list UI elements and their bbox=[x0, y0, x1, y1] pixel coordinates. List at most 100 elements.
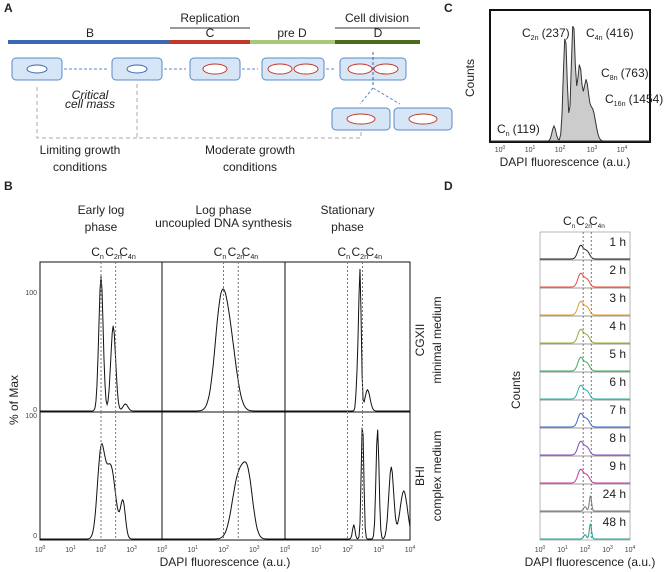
histogram-curve bbox=[540, 440, 630, 456]
peak-label: Cn bbox=[563, 214, 576, 230]
text-part: 3 bbox=[610, 545, 613, 551]
text-part: 10 bbox=[373, 547, 381, 554]
condition: conditions bbox=[53, 160, 107, 174]
column-subtitle: uncoupled DNA synthesis bbox=[155, 216, 292, 230]
text-part: 2n bbox=[585, 223, 593, 230]
text-part: 1 bbox=[533, 145, 536, 151]
peak-label: Cn bbox=[338, 245, 351, 261]
text-part: 10 bbox=[602, 547, 610, 554]
group-label: Replication bbox=[180, 11, 239, 25]
tick-label: 103 bbox=[587, 145, 598, 154]
text-part: 10 bbox=[35, 547, 43, 554]
tick-label: 101 bbox=[525, 145, 536, 154]
text-part: 2n bbox=[360, 253, 368, 261]
panel-letter: D bbox=[444, 179, 453, 193]
text-part: 4 bbox=[625, 145, 628, 151]
text-part: n bbox=[506, 130, 510, 138]
time-label: 6 h bbox=[609, 375, 626, 389]
text-part: 10 bbox=[495, 147, 503, 154]
time-label: 48 h bbox=[603, 515, 626, 529]
plot-frame bbox=[39, 261, 163, 413]
histogram-curve bbox=[540, 356, 630, 372]
condition: Limiting growth bbox=[40, 143, 121, 157]
time-label: 9 h bbox=[609, 459, 626, 473]
text-part: C bbox=[242, 245, 251, 259]
text-part: C bbox=[605, 92, 614, 106]
text-part: C bbox=[563, 214, 572, 228]
text-part: n bbox=[346, 253, 350, 261]
peak-label: C4n (416) bbox=[586, 26, 634, 42]
plot-frame bbox=[161, 261, 286, 413]
text-part: (1454) bbox=[629, 92, 664, 106]
text-part: 4 bbox=[633, 545, 636, 551]
time-label: 3 h bbox=[609, 291, 626, 305]
text-part: 10 bbox=[280, 547, 288, 554]
histogram-curve bbox=[540, 495, 630, 512]
text-part: 1 bbox=[73, 545, 76, 551]
text-part: 1 bbox=[195, 545, 198, 551]
text-part: 4n bbox=[595, 34, 603, 42]
histogram-curve bbox=[540, 300, 630, 316]
tick-label: 102 bbox=[580, 545, 591, 554]
text-part: 10 bbox=[587, 147, 595, 154]
peak-label: Cn (119) bbox=[497, 122, 540, 138]
phase-label: C bbox=[206, 26, 215, 40]
condition: Moderate growth bbox=[205, 143, 295, 157]
text-part: C bbox=[338, 245, 347, 259]
histogram-curve bbox=[540, 468, 630, 484]
x-label: DAPI fluorescence (a.u.) bbox=[500, 155, 631, 169]
text-part: 10 bbox=[557, 547, 565, 554]
panel-a: A Replication Cell division B C pre D D … bbox=[4, 1, 453, 174]
tick-label: 100 bbox=[535, 545, 546, 554]
phase-bar bbox=[335, 40, 420, 44]
text-part: 2 bbox=[563, 145, 566, 151]
text-part: 10 bbox=[405, 547, 413, 554]
text-part: 4n bbox=[128, 253, 136, 261]
text-part: 10 bbox=[126, 547, 134, 554]
tick-label: 103 bbox=[602, 545, 613, 554]
row-label: complex medium bbox=[430, 431, 444, 522]
condition: conditions bbox=[223, 160, 277, 174]
histogram-curve bbox=[540, 412, 630, 428]
text-part: n bbox=[572, 223, 576, 230]
time-label: 8 h bbox=[609, 431, 626, 445]
tick-label: 102 bbox=[555, 145, 566, 154]
text-part: 16n bbox=[614, 100, 626, 108]
text-part: 2n bbox=[114, 253, 122, 261]
text-part: 3 bbox=[595, 145, 598, 151]
tick-label: 102 bbox=[96, 545, 107, 554]
peak-label: C2n (237) bbox=[522, 26, 570, 42]
histogram-curve bbox=[40, 276, 162, 412]
text-part: 2 bbox=[588, 545, 591, 551]
histogram-curve bbox=[162, 288, 285, 412]
histogram-curve bbox=[540, 523, 630, 540]
text-part: C bbox=[586, 26, 595, 40]
peak-label: C8n (763) bbox=[601, 66, 649, 82]
peak-label: C2n bbox=[228, 245, 245, 261]
time-label: 5 h bbox=[609, 347, 626, 361]
text-part: 0 bbox=[288, 545, 291, 551]
column-title: Early log bbox=[78, 203, 125, 217]
nucleoids bbox=[26, 63, 438, 125]
text-part: 10 bbox=[157, 547, 165, 554]
cycle-arrows bbox=[36, 84, 362, 139]
y-tick-label: 0 bbox=[33, 407, 37, 414]
text-part: C bbox=[91, 245, 100, 259]
arrows bbox=[64, 68, 401, 105]
text-part: 10 bbox=[580, 547, 588, 554]
tick-label: 101 bbox=[187, 545, 198, 554]
text-part: 10 bbox=[96, 547, 104, 554]
text-part: 10 bbox=[311, 547, 319, 554]
text-part: C bbox=[589, 214, 598, 228]
y-tick-label: 0 bbox=[33, 533, 37, 540]
text-part: 3 bbox=[381, 545, 384, 551]
tick-label: 103 bbox=[126, 545, 137, 554]
text-part: (237) bbox=[542, 26, 570, 40]
panel-letter: C bbox=[444, 1, 453, 15]
text-part: 10 bbox=[342, 547, 350, 554]
tick-label: 103 bbox=[249, 545, 260, 554]
text-part: C bbox=[214, 245, 223, 259]
text-part: 10 bbox=[249, 547, 257, 554]
histogram-curve bbox=[540, 244, 630, 260]
